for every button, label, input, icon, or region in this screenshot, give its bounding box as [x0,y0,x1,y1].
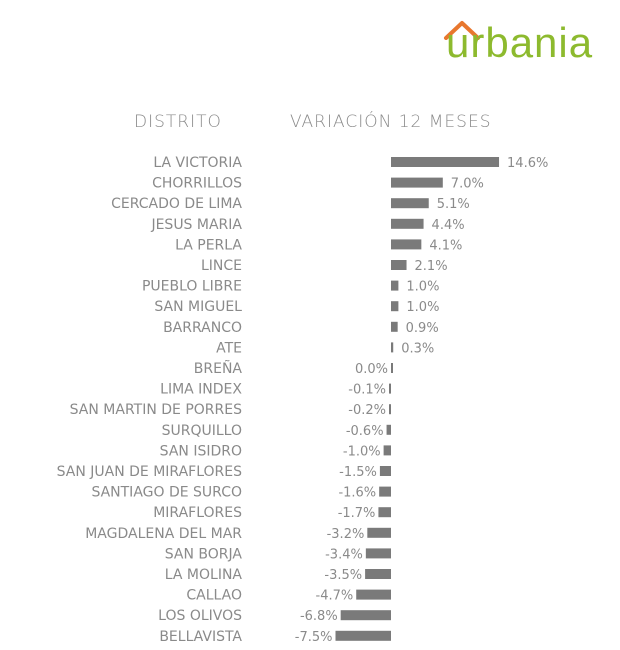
category-label: SAN BORJA [165,546,243,562]
bar [389,383,391,394]
bar [391,342,394,353]
data-label: -0.6% [346,424,384,439]
bar [391,239,422,250]
bar [391,198,429,209]
data-label: 0.9% [406,321,439,336]
column-header-variacion: VARIACIÓN 12 MESES [290,112,492,132]
bar [391,321,398,332]
category-label: BREÑA [194,360,243,377]
bar [383,445,391,456]
category-label: SURQUILLO [162,423,242,439]
category-label: LA VICTORIA [153,155,242,171]
bar [386,424,391,435]
bar [365,569,391,579]
data-label: -1.0% [343,444,381,459]
data-label: 1.0% [406,280,439,295]
data-label: 0.3% [401,341,434,356]
bar [391,177,443,188]
category-label: LA MOLINA [165,567,243,583]
data-label: -1.7% [338,506,376,521]
bar [356,589,391,600]
category-label: LIMA INDEX [160,382,242,398]
logo-text: urbania [446,19,594,66]
bar [391,280,399,291]
category-label: SAN MARTIN DE PORRES [70,402,242,418]
category-label: LOS OLIVOS [158,608,242,624]
category-label: JESUS MARIA [150,217,242,233]
bar [367,527,391,538]
data-label: -3.5% [324,568,362,583]
bar [379,486,391,497]
category-label: MAGDALENA DEL MAR [85,526,242,542]
urbania-logo: urbania [440,18,615,68]
category-label: CHORRILLOS [152,176,242,192]
bar [340,610,391,621]
data-label: -1.6% [338,486,376,501]
data-label: -3.4% [325,547,363,562]
data-label: -6.8% [300,609,338,624]
data-label: 7.0% [451,177,484,192]
data-label: -4.7% [316,589,354,604]
category-label: CERCADO DE LIMA [111,196,242,212]
category-label: ATE [216,340,242,356]
category-label: SANTIAGO DE SURCO [91,485,242,501]
bar [335,630,391,641]
data-label: 1.0% [406,300,439,315]
category-label: SAN JUAN DE MIRAFLORES [57,464,242,480]
bar [391,218,424,229]
data-label: 14.6% [507,156,548,171]
house-roof-icon [444,21,480,40]
bar [391,363,393,373]
data-label: 4.4% [432,218,465,233]
category-label: SAN MIGUEL [154,299,242,315]
bar [391,301,399,312]
bar [389,404,391,415]
bar [391,157,500,167]
data-label: 0.0% [355,362,388,377]
data-label: 5.1% [437,197,470,212]
data-label: -7.5% [295,630,333,645]
data-label: -3.2% [327,527,365,542]
data-label: -0.1% [348,383,386,398]
category-label: BARRANCO [163,320,242,336]
data-label: -1.5% [339,465,377,480]
bar [378,507,391,518]
category-label: LA PERLA [175,237,242,253]
column-header-distrito: DISTRITO [134,112,222,132]
data-label: -0.2% [348,403,386,418]
data-label: 4.1% [429,238,462,253]
category-label: CALLAO [186,588,242,604]
category-label: MIRAFLORES [153,505,242,521]
category-label: SAN ISIDRO [160,443,242,459]
bar [379,466,391,476]
category-label: BELLAVISTA [159,629,242,645]
data-label: 2.1% [415,259,448,274]
bar [365,548,391,559]
category-label: PUEBLO LIBRE [142,279,242,295]
category-label: LINCE [201,258,242,274]
bar [391,260,407,270]
